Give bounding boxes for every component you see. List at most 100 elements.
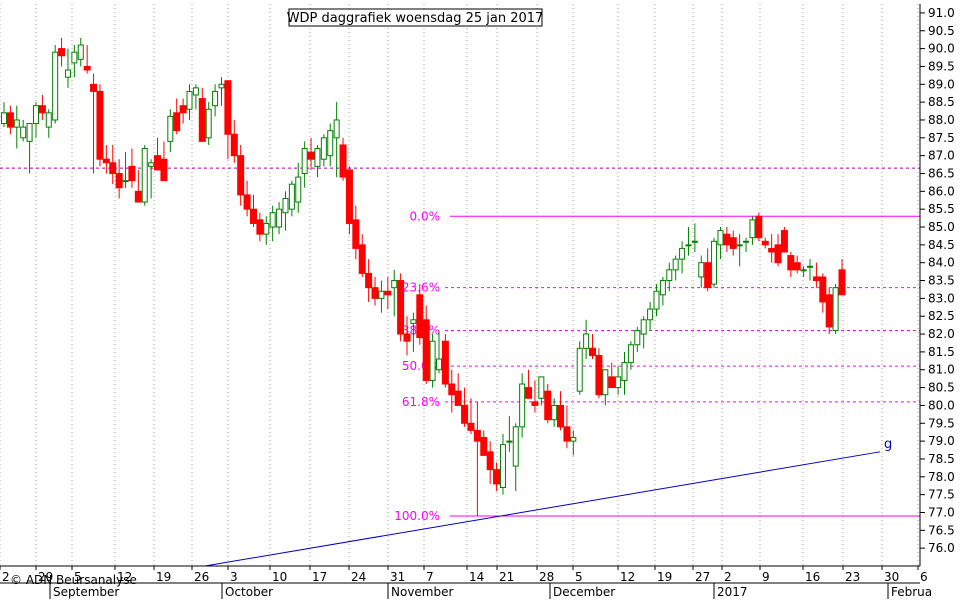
candle-body-down xyxy=(761,240,769,246)
candle-body-up xyxy=(410,319,417,324)
candle-body-up xyxy=(519,383,526,428)
candle-body-down xyxy=(230,133,238,157)
chart-title-box xyxy=(288,8,543,27)
candle-body-up xyxy=(71,51,78,64)
candle-body-up xyxy=(45,112,52,128)
candle-body-up xyxy=(666,269,673,282)
chart-title: WDP daggrafiek woensdag 25 jan 2017 xyxy=(287,11,544,26)
candle-body-up xyxy=(634,329,641,346)
candle-body-down xyxy=(589,347,597,356)
x-tick-label: 2 xyxy=(724,570,732,584)
candle-body-up xyxy=(743,240,750,243)
candle-body-up xyxy=(698,262,705,278)
candle-body-down xyxy=(115,172,123,189)
candle-body-down xyxy=(134,190,142,203)
candle-body-up xyxy=(570,437,577,442)
candle-body-up xyxy=(435,358,442,371)
candle-body-down xyxy=(755,215,763,239)
candle-body-up xyxy=(627,344,634,364)
x-tick-label: 30 xyxy=(884,570,899,584)
y-tick-label: 77.5 xyxy=(928,488,955,502)
candle-body-up xyxy=(800,269,807,272)
x-tick-label: 29 xyxy=(38,570,53,584)
candle-body-down xyxy=(461,404,469,424)
candle-body-down xyxy=(397,280,405,335)
candle-body-down xyxy=(384,290,392,296)
candle-body-up xyxy=(218,83,225,89)
candle-body-down xyxy=(109,162,117,174)
x-tick-label: 7 xyxy=(426,570,434,584)
y-tick-label: 82.0 xyxy=(928,327,955,341)
candle-body-up xyxy=(122,180,129,183)
candle-body-up xyxy=(499,444,506,488)
y-tick-label: 85.5 xyxy=(928,202,955,216)
candle-body-down xyxy=(416,294,424,339)
candle-body-up xyxy=(429,340,436,381)
y-tick-label: 79.0 xyxy=(928,434,955,448)
x-tick-label: 3 xyxy=(230,570,238,584)
candle-body-up xyxy=(615,376,622,389)
candle-body-down xyxy=(723,233,731,246)
y-tick-label: 78.0 xyxy=(928,470,955,484)
candle-body-up xyxy=(52,51,59,121)
y-tick-label: 76.0 xyxy=(928,541,955,555)
candle-body-down xyxy=(102,158,110,164)
x-tick-label: 16 xyxy=(805,570,820,584)
x-tick-label: 19 xyxy=(156,570,171,584)
y-tick-label: 87.0 xyxy=(928,149,955,163)
candle-body-down xyxy=(307,151,315,160)
candle-body-down xyxy=(812,276,820,282)
candle-body-up xyxy=(314,148,321,167)
candle-body-down xyxy=(224,80,232,135)
x-tick-label: 10 xyxy=(272,570,287,584)
candle-body-up xyxy=(659,280,666,296)
x-tick-label: 26 xyxy=(194,570,209,584)
month-label: October xyxy=(225,585,273,599)
y-tick-label: 88.5 xyxy=(928,95,955,109)
trendline-layer: g xyxy=(204,437,892,567)
candle-body-down xyxy=(608,376,616,389)
candle-body-down xyxy=(493,469,501,485)
y-tick-label: 83.0 xyxy=(928,291,955,305)
candle-body-down xyxy=(352,219,360,249)
candle-body-down xyxy=(371,287,379,299)
y-tick-label: 90.0 xyxy=(928,42,955,56)
candle-body-up xyxy=(506,440,513,443)
candle-body-up xyxy=(167,115,174,142)
y-tick-label: 81.0 xyxy=(928,363,955,377)
candle-body-down xyxy=(838,269,846,296)
candle-body-up xyxy=(269,212,276,228)
candle-body-down xyxy=(595,354,603,396)
candle-body-down xyxy=(6,112,14,128)
candle-body-down xyxy=(768,247,776,253)
candle-body-up xyxy=(512,426,519,467)
candle-body-up xyxy=(832,287,839,331)
candle-body-down xyxy=(467,422,475,431)
candle-body-down xyxy=(486,451,494,471)
x-tick-label: 21 xyxy=(499,570,514,584)
x-tick-label: 27 xyxy=(695,570,710,584)
candle-body-up xyxy=(77,44,84,60)
candle-body-up xyxy=(679,247,686,260)
x-tick-label: 24 xyxy=(351,570,366,584)
candle-body-down xyxy=(154,155,162,171)
x-tick-label: 5 xyxy=(575,570,583,584)
candle-body-down xyxy=(525,387,533,399)
candle-body-up xyxy=(288,183,295,210)
candle-body-down xyxy=(473,429,481,442)
y-tick-label: 76.5 xyxy=(928,523,955,537)
candle-body-up xyxy=(20,126,27,139)
candle-body-up xyxy=(583,333,590,349)
x-tick-label: 31 xyxy=(390,570,405,584)
candles xyxy=(1,37,846,517)
month-label: Februa xyxy=(891,585,932,599)
y-tick-label: 87.5 xyxy=(928,131,955,145)
candle-body-up xyxy=(653,290,660,310)
y-tick-label: 79.5 xyxy=(928,416,955,430)
candle-body-down xyxy=(454,390,462,406)
candle-body-down xyxy=(198,98,206,142)
y-tick-label: 86.0 xyxy=(928,184,955,198)
candle-body-down xyxy=(249,208,257,224)
candle-body-up xyxy=(212,90,219,107)
candle-body-up xyxy=(263,222,270,235)
